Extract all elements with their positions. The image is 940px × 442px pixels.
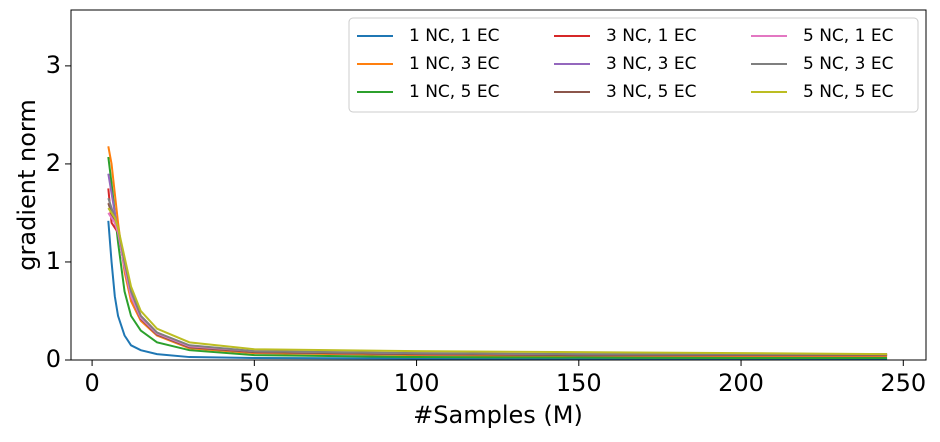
y-tick-label: 2 xyxy=(46,149,61,177)
legend-label: 3 NC, 3 EC xyxy=(606,54,696,74)
legend-label: 1 NC, 5 EC xyxy=(409,82,499,102)
series-line xyxy=(107,202,888,357)
series-line xyxy=(107,220,888,360)
x-axis-label: #Samples (M) xyxy=(413,401,583,429)
series-line xyxy=(107,188,888,357)
y-tick-label: 3 xyxy=(46,51,61,79)
legend-label: 1 NC, 1 EC xyxy=(409,26,499,46)
plot-frame xyxy=(70,9,927,361)
legend-label: 5 NC, 5 EC xyxy=(803,82,893,102)
series-line xyxy=(107,146,888,358)
legend-label: 5 NC, 3 EC xyxy=(803,54,893,74)
legend-label: 5 NC, 1 EC xyxy=(803,26,893,46)
series-line xyxy=(107,156,888,360)
y-tick-label: 1 xyxy=(46,247,61,275)
series-line xyxy=(107,207,888,356)
x-tick-label: 100 xyxy=(394,369,440,397)
legend-label: 1 NC, 3 EC xyxy=(409,54,499,74)
series-line xyxy=(107,212,888,356)
x-tick-label: 250 xyxy=(880,369,926,397)
y-tick-label: 0 xyxy=(46,345,61,373)
legend-box xyxy=(348,17,919,113)
series-line xyxy=(107,197,888,356)
y-axis-label: gradient norm xyxy=(13,99,41,270)
x-tick-label: 150 xyxy=(556,369,602,397)
series-line xyxy=(107,173,888,357)
legend-label: 3 NC, 1 EC xyxy=(606,26,696,46)
legend-label: 3 NC, 5 EC xyxy=(606,82,696,102)
x-tick-label: 50 xyxy=(239,369,270,397)
x-tick-label: 200 xyxy=(718,369,764,397)
x-tick-label: 0 xyxy=(84,369,99,397)
